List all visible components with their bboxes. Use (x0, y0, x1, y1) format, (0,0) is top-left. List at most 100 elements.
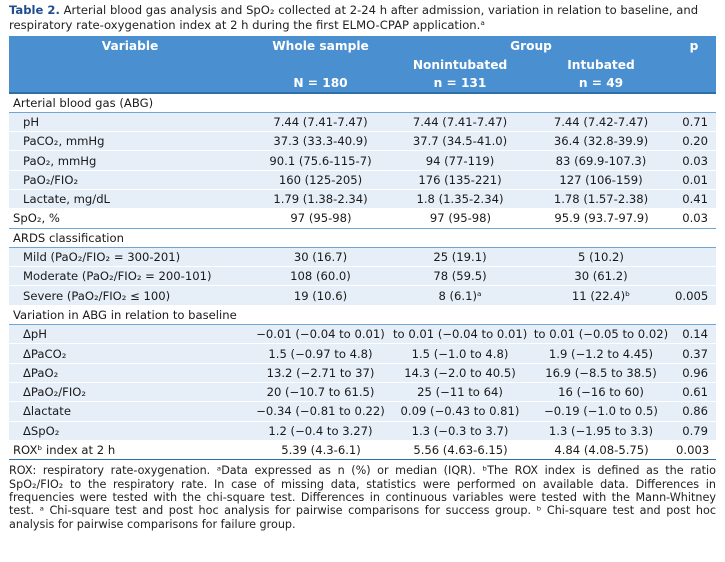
row-label: Mild (PaO₂/FIO₂ = 300-201) (9, 247, 251, 268)
header-p: p (672, 36, 717, 55)
p-value: 0.003 (672, 440, 717, 461)
whole-sample-value: 37.3 (33.3-40.9) (251, 131, 390, 152)
whole-sample-value: 5.39 (4.3-6.1) (251, 440, 390, 461)
results-table: Variable Whole sample Group p Nonintubat… (9, 36, 717, 461)
intubated-value: −0.19 (−1.0 to 0.5) (530, 401, 673, 422)
intubated-value: 1.3 (−1.95 to 3.3) (530, 421, 673, 441)
row-label: ROXᵇ index at 2 h (9, 440, 251, 461)
table-row: Severe (PaO₂/FIO₂ ≤ 100) 19 (10.6) 8 (6.1)… (9, 285, 717, 306)
table-row: ΔPaCO₂ 1.5 (−0.97 to 4.8) 1.5 (−1.0 to 4.8… (9, 343, 717, 364)
p-value (672, 266, 717, 287)
nonintubated-value: 25 (19.1) (390, 247, 530, 268)
whole-sample-value: 19 (10.6) (251, 285, 390, 306)
row-label: PaCO₂, mmHg (9, 131, 251, 152)
whole-sample-value: 108 (60.0) (251, 266, 390, 287)
intubated-value: to 0.01 (−0.05 to 0.02) (530, 324, 673, 345)
header-blank (9, 74, 251, 94)
table-caption: Table 2. Arterial blood gas analysis and… (9, 3, 716, 36)
nonintubated-value: 37.7 (34.5-41.0) (390, 131, 530, 152)
table-row: PaCO₂, mmHg 37.3 (33.3-40.9) 37.7 (34.5-41… (9, 131, 717, 152)
header-blank (672, 55, 717, 74)
intubated-value: 83 (69.9-107.3) (530, 150, 673, 171)
nonintubated-value: 1.3 (−0.3 to 3.7) (390, 421, 530, 441)
p-value: 0.61 (672, 382, 717, 403)
intubated-value: 95.9 (93.7-97.9) (530, 208, 673, 229)
header-blank (672, 74, 717, 94)
intubated-value: 16.9 (−8.5 to 38.5) (530, 363, 673, 383)
p-value: 0.01 (672, 170, 717, 190)
table-row: ΔPaO₂/FIO₂ 20 (−10.7 to 61.5) 25 (−11 to 6… (9, 382, 717, 403)
section-header-row: ARDS classification (9, 228, 717, 248)
section-header-row: Arterial blood gas (ABG) (9, 93, 717, 113)
nonintubated-value: 97 (95-98) (390, 208, 530, 229)
header-n-intubated: n = 49 (530, 74, 673, 94)
nonintubated-value: 14.3 (−2.0 to 40.5) (390, 363, 530, 383)
p-value: 0.96 (672, 363, 717, 383)
p-value (672, 247, 717, 268)
p-value: 0.20 (672, 131, 717, 152)
whole-sample-value: 1.2 (−0.4 to 3.27) (251, 421, 390, 441)
table-figure: Table 2. Arterial blood gas analysis and… (9, 3, 717, 531)
p-value: 0.86 (672, 401, 717, 422)
table-row: ΔSpO₂ 1.2 (−0.4 to 3.27) 1.3 (−0.3 to 3.7)… (9, 421, 717, 441)
whole-sample-value: 97 (95-98) (251, 208, 390, 229)
intubated-value: 1.9 (−1.2 to 4.45) (530, 343, 673, 364)
row-label: ΔPaCO₂ (9, 343, 251, 364)
row-label: ΔSpO₂ (9, 421, 251, 441)
table-row: Mild (PaO₂/FIO₂ = 300-201) 30 (16.7) 25 (1… (9, 247, 717, 268)
row-label: PaO₂/FIO₂ (9, 170, 251, 190)
whole-sample-value: 1.79 (1.38-2.34) (251, 189, 390, 210)
header-variable: Variable (9, 36, 251, 55)
intubated-value: 11 (22.4)ᵇ (530, 285, 673, 306)
nonintubated-value: 5.56 (4.63-6.15) (390, 440, 530, 461)
header-n-whole: N = 180 (251, 74, 390, 94)
p-value: 0.37 (672, 343, 717, 364)
table-row: PaO₂/FIO₂ 160 (125-205) 176 (135-221) 127 (… (9, 170, 717, 190)
p-value: 0.71 (672, 112, 717, 133)
p-value: 0.03 (672, 150, 717, 171)
intubated-value: 4.84 (4.08-5.75) (530, 440, 673, 461)
nonintubated-value: 1.8 (1.35-2.34) (390, 189, 530, 210)
header-blank (9, 55, 251, 74)
row-label: Δlactate (9, 401, 251, 422)
section-label: Variation in ABG in relation to baseline (9, 305, 717, 326)
row-label: ΔPaO₂ (9, 363, 251, 383)
intubated-value: 16 (−16 to 60) (530, 382, 673, 403)
row-label: SpO₂, % (9, 208, 251, 229)
row-label: Moderate (PaO₂/FIO₂ = 200-101) (9, 266, 251, 287)
intubated-value: 7.44 (7.42-7.47) (530, 112, 673, 133)
table-row: ΔpH −0.01 (−0.04 to 0.01) to 0.01 (−0.04 t… (9, 324, 717, 345)
intubated-value: 1.78 (1.57-2.38) (530, 189, 673, 210)
p-value: 0.03 (672, 208, 717, 229)
whole-sample-value: −0.34 (−0.81 to 0.22) (251, 401, 390, 422)
nonintubated-value: 25 (−11 to 64) (390, 382, 530, 403)
table-row: Δlactate −0.34 (−0.81 to 0.22) 0.09 (−0.43… (9, 401, 717, 422)
nonintubated-value: to 0.01 (−0.04 to 0.01) (390, 324, 530, 345)
nonintubated-value: 0.09 (−0.43 to 0.81) (390, 401, 530, 422)
section-header-row: Variation in ABG in relation to baseline (9, 305, 717, 326)
header-whole-sample: Whole sample (251, 36, 390, 55)
whole-sample-value: 7.44 (7.41-7.47) (251, 112, 390, 133)
header-intubated: Intubated (530, 55, 673, 74)
nonintubated-value: 94 (77-119) (390, 150, 530, 171)
p-value: 0.14 (672, 324, 717, 345)
header-group: Group (390, 36, 673, 55)
caption-text: Arterial blood gas analysis and SpO₂ col… (9, 3, 699, 32)
table-row: pH 7.44 (7.41-7.47) 7.44 (7.41-7.47) 7.44 (… (9, 112, 717, 133)
whole-sample-value: 1.5 (−0.97 to 4.8) (251, 343, 390, 364)
intubated-value: 30 (61.2) (530, 266, 673, 287)
header-blank (251, 55, 390, 74)
row-label: pH (9, 112, 251, 133)
whole-sample-value: 13.2 (−2.71 to 37) (251, 363, 390, 383)
whole-sample-value: −0.01 (−0.04 to 0.01) (251, 324, 390, 345)
table-row: ΔPaO₂ 13.2 (−2.71 to 37) 14.3 (−2.0 to 40.… (9, 363, 717, 383)
whole-sample-value: 20 (−10.7 to 61.5) (251, 382, 390, 403)
p-value: 0.79 (672, 421, 717, 441)
header-nonintubated: Nonintubated (390, 55, 530, 74)
row-label: ΔPaO₂/FIO₂ (9, 382, 251, 403)
section-label: Arterial blood gas (ABG) (9, 93, 717, 113)
table-row: ROXᵇ index at 2 h 5.39 (4.3-6.1) 5.56 (4.6… (9, 440, 717, 461)
table-label: Table 2. (9, 3, 60, 17)
whole-sample-value: 30 (16.7) (251, 247, 390, 268)
intubated-value: 36.4 (32.8-39.9) (530, 131, 673, 152)
